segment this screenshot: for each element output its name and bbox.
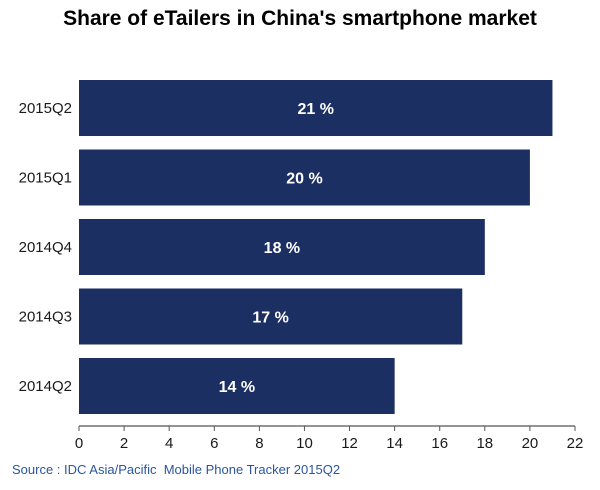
x-tick-label: 0 bbox=[75, 435, 83, 452]
category-label: 2014Q3 bbox=[19, 309, 72, 326]
category-label: 2014Q4 bbox=[19, 239, 72, 256]
bar-2015Q2 bbox=[79, 80, 553, 136]
bar-2014Q3 bbox=[79, 288, 463, 345]
bar-2014Q4 bbox=[79, 219, 485, 275]
x-tick-label: 16 bbox=[431, 435, 448, 452]
x-tick-label: 8 bbox=[255, 435, 263, 452]
x-tick-label: 6 bbox=[210, 435, 218, 452]
category-label: 2015Q1 bbox=[19, 170, 72, 187]
x-tick-label: 10 bbox=[296, 435, 313, 452]
bar-2014Q2 bbox=[79, 358, 395, 414]
x-tick-label: 12 bbox=[341, 435, 358, 452]
bar-value-label: 18 % bbox=[264, 240, 300, 257]
source-note: Source : IDC Asia/Pacific Mobile Phone T… bbox=[12, 462, 341, 477]
x-axis: 0 2 4 6 8 10 12 14 16 18 20 22 bbox=[75, 425, 584, 452]
bar-2015Q1 bbox=[79, 149, 530, 206]
x-tick-label: 4 bbox=[165, 435, 173, 452]
bar-value-label: 17 % bbox=[252, 310, 288, 327]
x-tick-label: 2 bbox=[120, 435, 128, 452]
category-label: 2015Q2 bbox=[19, 100, 72, 117]
bar-value-label: 14 % bbox=[219, 379, 255, 396]
bar-value-label: 21 % bbox=[297, 101, 333, 118]
x-tick-label: 14 bbox=[386, 435, 403, 452]
category-label: 2014Q2 bbox=[19, 378, 72, 395]
x-tick-label: 18 bbox=[476, 435, 493, 452]
bars-layer: 21 % 20 % 18 % 17 % 14 % bbox=[79, 80, 553, 414]
category-labels-layer: 2015Q2 2015Q1 2014Q4 2014Q3 2014Q2 bbox=[19, 100, 72, 395]
x-tick-label: 22 bbox=[567, 435, 584, 452]
chart-title: Share of eTailers in China's smartphone … bbox=[63, 7, 537, 30]
x-tick-label: 20 bbox=[522, 435, 539, 452]
bar-value-label: 20 % bbox=[286, 171, 322, 188]
